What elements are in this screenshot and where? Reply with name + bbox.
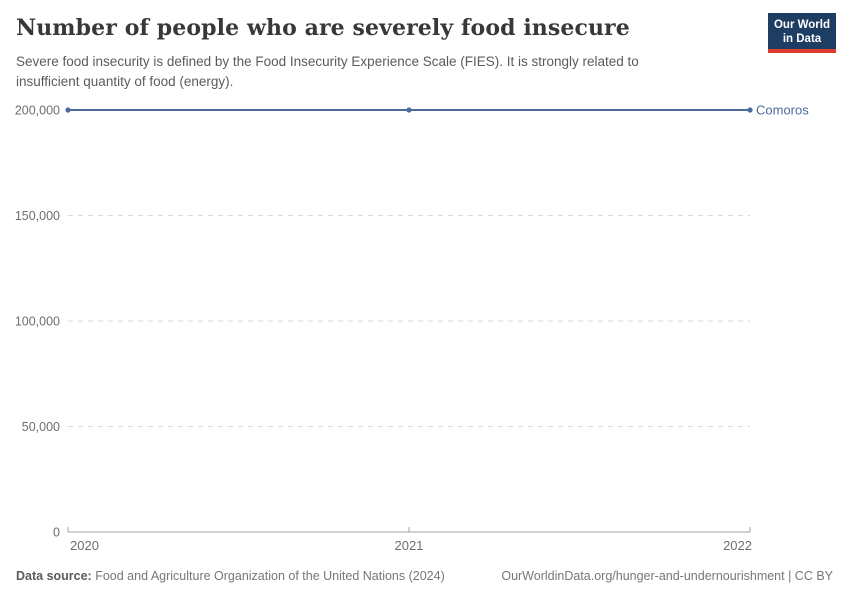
entity-label[interactable]: Comoros	[756, 103, 809, 118]
chart-title: Number of people who are severely food i…	[16, 15, 630, 41]
y-axis-tick-label: 200,000	[15, 104, 60, 118]
chart-subtitle: Severe food insecurity is defined by the…	[16, 54, 639, 89]
data-source-label: Data source:	[16, 569, 92, 583]
x-axis-tick-label: 2021	[395, 538, 424, 553]
chart-footer: Data source: Food and Agriculture Organi…	[16, 569, 833, 583]
data-point[interactable]	[65, 107, 71, 113]
y-axis-tick-label: 0	[53, 526, 60, 540]
owid-logo-line1: Our World	[773, 19, 830, 31]
owid-logo-line2: in Data	[782, 33, 822, 45]
y-axis-tick-label: 100,000	[15, 315, 60, 329]
license-link[interactable]: OurWorldinData.org/hunger-and-undernouri…	[501, 569, 833, 583]
x-axis-tick-label: 2022	[723, 538, 752, 553]
y-axis-tick-label: 50,000	[22, 420, 60, 434]
x-axis-tick-label: 2020	[70, 538, 99, 553]
data-source-note: Data source: Food and Agriculture Organi…	[16, 569, 445, 583]
y-axis-tick-label: 150,000	[15, 209, 60, 223]
data-source-text: Food and Agriculture Organization of the…	[95, 569, 445, 583]
owid-logo[interactable]: Our World in Data	[768, 13, 836, 53]
data-point[interactable]	[406, 107, 412, 113]
data-point[interactable]	[747, 107, 753, 113]
